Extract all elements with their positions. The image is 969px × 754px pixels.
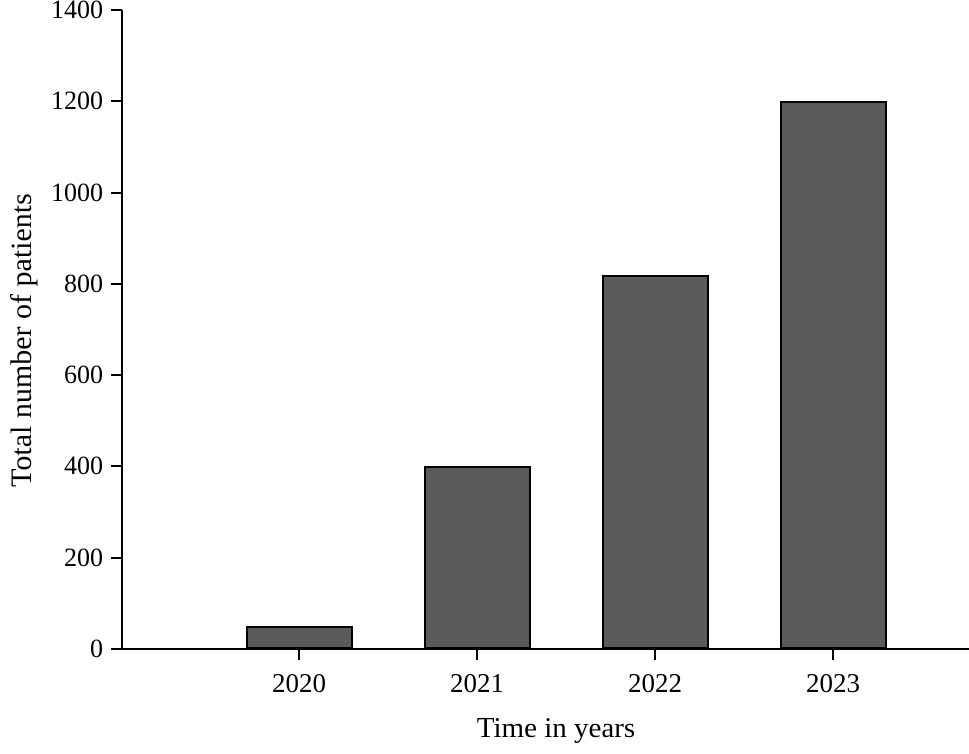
y-axis-title: Total number of patients bbox=[5, 193, 38, 487]
y-tick-label: 400 bbox=[64, 451, 103, 481]
y-axis-line bbox=[121, 10, 123, 650]
x-tick bbox=[654, 649, 656, 660]
x-axis-line bbox=[111, 648, 969, 650]
y-tick bbox=[111, 100, 122, 103]
y-tick-label: 1000 bbox=[51, 177, 103, 207]
x-tick bbox=[298, 649, 300, 660]
y-tick-label: 0 bbox=[90, 634, 103, 663]
x-tick-label: 2022 bbox=[628, 668, 682, 698]
bar-2020 bbox=[245, 626, 353, 649]
x-tick-label: 2020 bbox=[272, 668, 326, 698]
x-tick-label: 2021 bbox=[450, 668, 504, 698]
bar-2023 bbox=[779, 101, 887, 649]
y-tick-label: 1400 bbox=[51, 0, 103, 24]
x-tick bbox=[832, 649, 834, 660]
y-tick bbox=[111, 191, 122, 194]
y-tick bbox=[111, 648, 122, 650]
y-tick bbox=[111, 9, 122, 11]
y-tick bbox=[111, 282, 122, 285]
x-tick bbox=[476, 649, 478, 660]
y-tick-label: 800 bbox=[64, 268, 103, 298]
y-tick bbox=[111, 556, 122, 559]
x-tick-label: 2023 bbox=[806, 668, 860, 698]
bar-2022 bbox=[601, 275, 709, 649]
y-tick-label: 600 bbox=[64, 360, 103, 390]
y-tick-label: 1200 bbox=[51, 86, 103, 116]
y-tick bbox=[111, 465, 122, 468]
x-axis-title: Time in years bbox=[476, 712, 636, 744]
y-tick bbox=[111, 374, 122, 377]
bar-2021 bbox=[423, 466, 531, 649]
y-tick-label: 200 bbox=[64, 542, 103, 572]
